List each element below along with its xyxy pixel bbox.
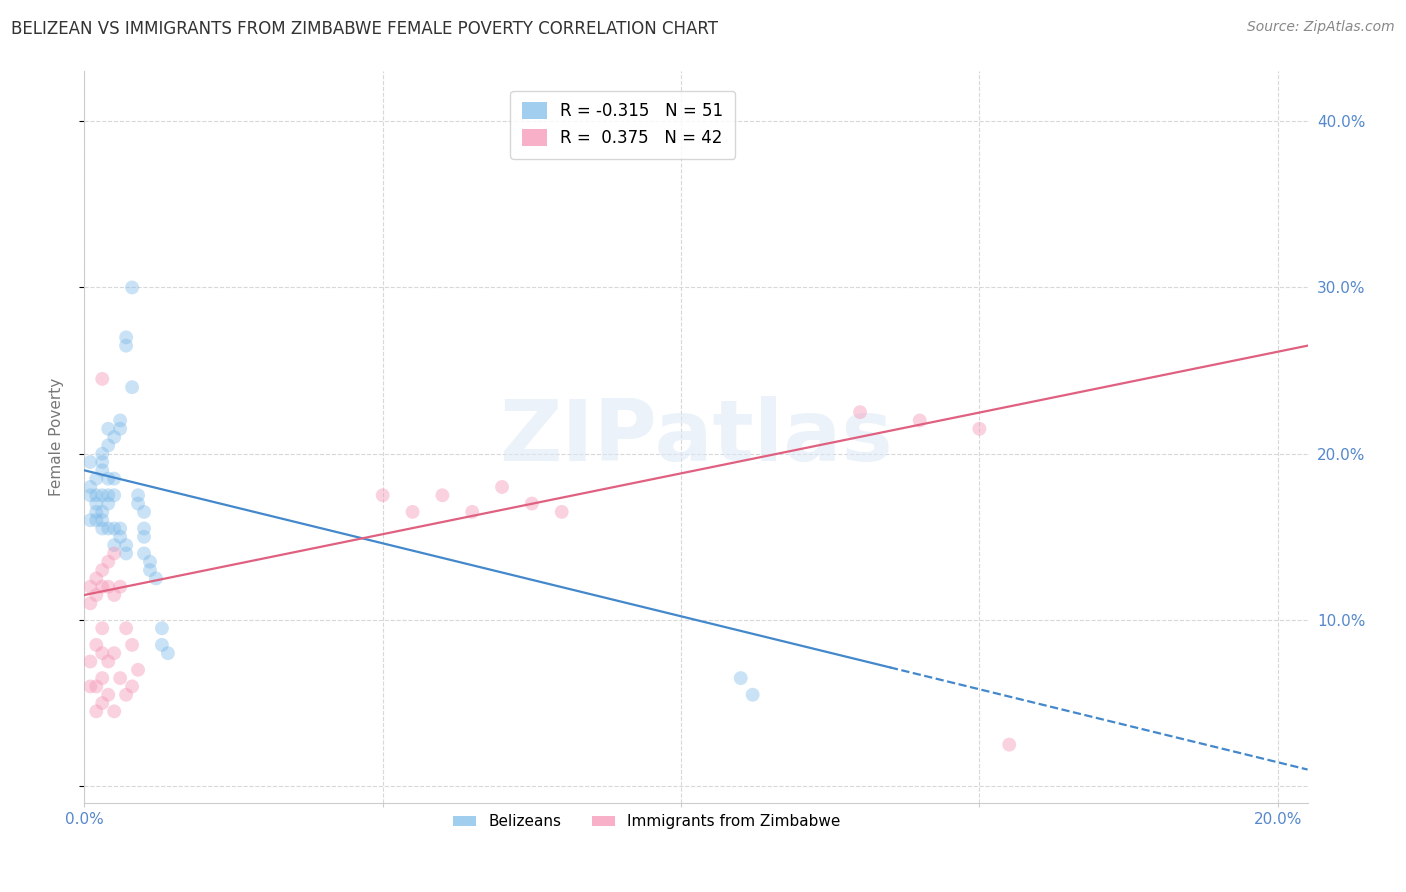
Point	[127, 663, 149, 677]
Point	[97, 488, 120, 502]
Text: ZIPatlas: ZIPatlas	[499, 395, 893, 479]
Y-axis label: Female Poverty: Female Poverty	[49, 378, 63, 496]
Point	[84, 680, 107, 694]
Point	[108, 580, 131, 594]
Point	[127, 488, 149, 502]
Point	[84, 588, 107, 602]
Point	[121, 638, 143, 652]
Point	[371, 488, 394, 502]
Point	[84, 497, 107, 511]
Point	[91, 696, 114, 710]
Point	[97, 555, 120, 569]
Point	[108, 413, 131, 427]
Point	[84, 513, 107, 527]
Point	[730, 671, 752, 685]
Point	[156, 646, 179, 660]
Point	[91, 447, 114, 461]
Text: Source: ZipAtlas.com: Source: ZipAtlas.com	[1247, 20, 1395, 34]
Point	[132, 546, 155, 560]
Point	[115, 538, 138, 552]
Point	[115, 688, 138, 702]
Point	[79, 580, 101, 594]
Point	[551, 505, 574, 519]
Point	[91, 671, 114, 685]
Point	[103, 430, 125, 444]
Point	[97, 688, 120, 702]
Point	[79, 596, 101, 610]
Point	[998, 738, 1021, 752]
Point	[103, 705, 125, 719]
Point	[103, 488, 125, 502]
Point	[91, 513, 114, 527]
Point	[145, 571, 167, 585]
Point	[91, 580, 114, 594]
Point	[84, 571, 107, 585]
Point	[127, 497, 149, 511]
Point	[108, 530, 131, 544]
Point	[103, 546, 125, 560]
Point	[150, 638, 173, 652]
Point	[91, 372, 114, 386]
Point	[115, 621, 138, 635]
Point	[91, 621, 114, 635]
Point	[84, 505, 107, 519]
Point	[150, 621, 173, 635]
Point	[97, 472, 120, 486]
Point	[84, 638, 107, 652]
Point	[91, 463, 114, 477]
Point	[969, 422, 991, 436]
Point	[97, 655, 120, 669]
Point	[91, 646, 114, 660]
Point	[132, 530, 155, 544]
Point	[741, 688, 763, 702]
Point	[97, 521, 120, 535]
Point	[97, 422, 120, 436]
Point	[461, 505, 484, 519]
Point	[91, 455, 114, 469]
Point	[108, 671, 131, 685]
Point	[91, 505, 114, 519]
Point	[108, 422, 131, 436]
Point	[103, 472, 125, 486]
Point	[84, 488, 107, 502]
Point	[97, 580, 120, 594]
Point	[97, 497, 120, 511]
Point	[132, 505, 155, 519]
Point	[103, 588, 125, 602]
Point	[520, 497, 543, 511]
Point	[115, 338, 138, 352]
Point	[103, 521, 125, 535]
Point	[79, 480, 101, 494]
Point	[132, 521, 155, 535]
Point	[401, 505, 423, 519]
Point	[91, 488, 114, 502]
Point	[432, 488, 454, 502]
Point	[91, 563, 114, 577]
Point	[115, 546, 138, 560]
Point	[91, 521, 114, 535]
Point	[84, 472, 107, 486]
Point	[139, 555, 162, 569]
Point	[121, 680, 143, 694]
Point	[115, 330, 138, 344]
Point	[79, 680, 101, 694]
Point	[139, 563, 162, 577]
Point	[849, 405, 872, 419]
Text: BELIZEAN VS IMMIGRANTS FROM ZIMBABWE FEMALE POVERTY CORRELATION CHART: BELIZEAN VS IMMIGRANTS FROM ZIMBABWE FEM…	[11, 20, 718, 37]
Point	[79, 488, 101, 502]
Point	[84, 705, 107, 719]
Point	[79, 655, 101, 669]
Point	[491, 480, 513, 494]
Point	[79, 513, 101, 527]
Point	[908, 413, 931, 427]
Point	[121, 280, 143, 294]
Point	[108, 521, 131, 535]
Point	[103, 646, 125, 660]
Legend: Belizeans, Immigrants from Zimbabwe: Belizeans, Immigrants from Zimbabwe	[447, 808, 846, 836]
Point	[97, 438, 120, 452]
Point	[121, 380, 143, 394]
Point	[79, 455, 101, 469]
Point	[103, 538, 125, 552]
